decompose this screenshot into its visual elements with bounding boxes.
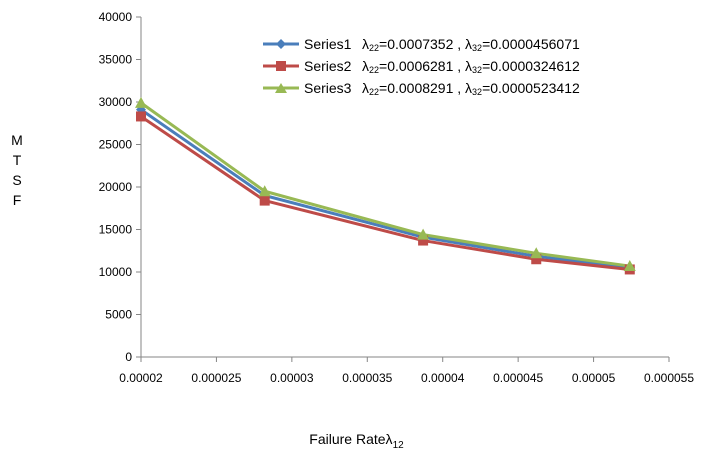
series-line-series3	[140, 101, 630, 268]
y-tick-label: 40000	[99, 10, 133, 24]
data-point-series2-0	[136, 111, 146, 122]
legend-equation: λ22=0.0006281 , λ32=0.0000324612	[362, 57, 580, 75]
x-tick-label: 0.00004	[421, 371, 465, 385]
y-axis-label-char: S	[12, 172, 22, 188]
x-tick-label: 0.000025	[191, 371, 241, 385]
legend-label: Series2	[304, 58, 352, 74]
y-axis-label-char: T	[12, 152, 22, 168]
legend-swatch-series3	[263, 83, 299, 93]
legend-item-series1: Series1 λ22=0.0007352 , λ32=0.0000456071	[262, 33, 580, 55]
x-tick-label: 0.00005	[572, 371, 616, 385]
data-point-series3-2	[417, 228, 430, 240]
y-tick-label: 20000	[99, 180, 133, 194]
y-tick-label: 35000	[99, 53, 133, 67]
x-axis-label-subscript: 12	[392, 439, 404, 451]
x-axis-label-main: Failure Rateλ	[309, 431, 393, 447]
data-point-series3-3	[530, 247, 543, 259]
series-line-series2	[140, 115, 630, 271]
y-tick-label: 5000	[105, 308, 132, 322]
legend-swatch-series1	[263, 39, 299, 49]
legend-item-series3: Series3 λ22=0.0008291 , λ32=0.0000523412	[262, 77, 580, 99]
legend-label: Series1	[304, 36, 352, 52]
y-axis-label-char: F	[12, 192, 22, 208]
data-point-series2-1	[259, 195, 270, 206]
legend: Series1 λ22=0.0007352 , λ32=0.0000456071…	[262, 33, 580, 99]
y-axis-label-char: M	[11, 132, 23, 148]
data-point-series3-0	[135, 96, 147, 108]
data-point-series3-4	[623, 260, 636, 272]
series-lines	[140, 101, 630, 271]
x-tick-label: 0.000055	[644, 371, 694, 385]
x-tick-label: 0.000035	[342, 371, 392, 385]
x-axis-label: Failure Rateλ12	[0, 431, 713, 451]
legend-item-series2: Series2 λ22=0.0006281 , λ32=0.0000324612	[262, 55, 580, 77]
y-tick-label: 25000	[99, 138, 133, 152]
data-point-series2-2	[418, 235, 429, 246]
series-markers	[135, 96, 636, 275]
legend-equation: λ22=0.0008291 , λ32=0.0000523412	[362, 79, 580, 97]
x-tick-label: 0.00002	[119, 371, 163, 385]
data-point-series2-3	[531, 254, 542, 265]
y-axis-label: M T S F	[10, 130, 24, 210]
y-tick-label: 0	[125, 350, 132, 364]
y-tick-label: 15000	[99, 223, 133, 237]
y-tick-label: 10000	[99, 265, 133, 279]
axes: 0 5000 10000 15000 20000 25000 30000 35000 40000…	[99, 10, 695, 385]
x-tick-label: 0.000045	[493, 371, 543, 385]
data-point-series3-1	[258, 185, 271, 197]
legend-swatch-series2	[263, 61, 299, 71]
series-line-series1	[140, 108, 630, 270]
x-tick-label: 0.00003	[270, 371, 314, 385]
y-tick-label: 30000	[99, 95, 133, 109]
legend-label: Series3	[304, 80, 352, 96]
legend-equation: λ22=0.0007352 , λ32=0.0000456071	[362, 35, 580, 53]
